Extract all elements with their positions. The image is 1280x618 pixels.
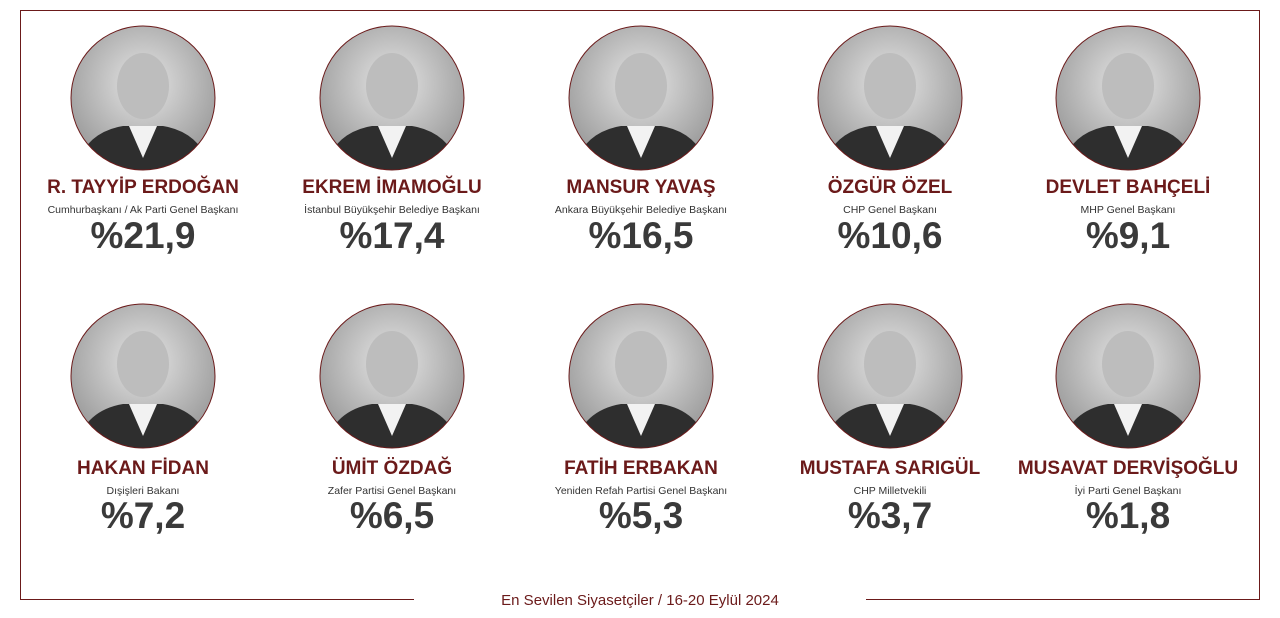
portrait-ring <box>319 303 465 449</box>
portrait <box>1055 25 1201 171</box>
person-name: EKREM İMAMOĞLU <box>302 176 481 198</box>
portrait-ring <box>319 25 465 171</box>
portrait <box>1055 303 1201 449</box>
portrait <box>70 25 216 171</box>
person-card: ÖZGÜR ÖZEL CHP Genel Başkanı%10,6 <box>817 25 963 256</box>
person-card: R. TAYYİP ERDOĞAN Cumhurbaşkanı / Ak Part… <box>47 25 239 256</box>
head <box>117 331 169 397</box>
head <box>1102 331 1154 397</box>
footer: En Sevilen Siyasetçiler / 16-20 Eylül 20… <box>501 592 779 609</box>
portrait-ring <box>70 303 216 449</box>
footer-gap <box>414 590 866 610</box>
person-card: MUSAVAT DERVİŞOĞLU İyi Parti Genel Başkan… <box>1018 303 1238 536</box>
head <box>366 331 418 397</box>
person-percent: %1,8 <box>1086 495 1170 536</box>
person-percent: %9,1 <box>1086 215 1170 256</box>
person-title: İyi Parti Genel Başkanı <box>1075 484 1182 497</box>
person-percent: %10,6 <box>838 215 943 256</box>
portrait <box>817 303 963 449</box>
person-title: Dışişleri Bakanı <box>107 485 180 497</box>
shirt <box>1114 404 1142 436</box>
shirt <box>378 404 406 436</box>
person-title: Ankara Büyükşehir Belediye Başkanı <box>555 204 727 216</box>
person-name: DEVLET BAHÇELİ <box>1046 177 1211 198</box>
portrait-ring <box>1055 25 1201 171</box>
shirt <box>627 126 655 158</box>
head <box>864 53 916 119</box>
person-name: FATİH ERBAKAN <box>564 458 718 479</box>
person-title: Yeniden Refah Partisi Genel Başkanı <box>555 485 727 497</box>
head <box>615 331 667 397</box>
person-title: CHP Genel Başkanı <box>843 204 937 216</box>
person-card: ÜMİT ÖZDAĞ Zafer Partisi Genel Başkanı%6,… <box>319 303 465 536</box>
portrait-ring <box>70 25 216 171</box>
person-percent: %6,5 <box>350 495 434 536</box>
person-title: İstanbul Büyükşehir Belediye Başkanı <box>304 203 480 216</box>
head <box>1102 53 1154 119</box>
portrait-ring <box>1055 303 1201 449</box>
shirt <box>876 126 904 158</box>
person-percent: %7,2 <box>101 495 185 536</box>
person-percent: %21,9 <box>91 215 196 256</box>
person-name: R. TAYYİP ERDOĞAN <box>47 176 239 198</box>
person-card: HAKAN FİDAN Dışişleri Bakanı%7,2 <box>70 303 216 536</box>
person-name: MUSAVAT DERVİŞOĞLU <box>1018 457 1238 479</box>
shirt <box>129 126 157 158</box>
portrait <box>817 25 963 171</box>
person-name: MANSUR YAVAŞ <box>566 177 715 198</box>
head <box>366 53 418 119</box>
person-percent: %3,7 <box>848 495 932 536</box>
person-name: HAKAN FİDAN <box>77 458 209 479</box>
person-card: FATİH ERBAKAN Yeniden Refah Partisi Genel… <box>555 303 727 536</box>
head <box>117 53 169 119</box>
shirt <box>627 404 655 436</box>
shirt <box>129 404 157 436</box>
portrait-ring <box>817 25 963 171</box>
person-name: ÖZGÜR ÖZEL <box>828 177 953 198</box>
person-title: Zafer Partisi Genel Başkanı <box>328 485 456 497</box>
person-name: MUSTAFA SARIGÜL <box>800 458 981 479</box>
person-card: MANSUR YAVAŞ Ankara Büyükşehir Belediye B… <box>555 25 727 256</box>
portrait <box>319 303 465 449</box>
shirt <box>378 126 406 158</box>
portrait <box>568 25 714 171</box>
shirt <box>1114 126 1142 158</box>
person-card: EKREM İMAMOĞLU İstanbul Büyükşehir Beledi… <box>302 25 482 256</box>
person-title: MHP Genel Başkanı <box>1081 204 1176 216</box>
person-card: DEVLET BAHÇELİ MHP Genel Başkanı%9,1 <box>1046 25 1211 256</box>
person-card: MUSTAFA SARIGÜL CHP Milletvekili%3,7 <box>800 303 981 536</box>
portrait <box>319 25 465 171</box>
portrait <box>568 303 714 449</box>
portrait-ring <box>817 303 963 449</box>
portrait <box>70 303 216 449</box>
portrait-ring <box>568 303 714 449</box>
head <box>615 53 667 119</box>
person-percent: %17,4 <box>340 215 445 256</box>
person-title: Cumhurbaşkanı / Ak Parti Genel Başkanı <box>48 204 239 216</box>
person-title: CHP Milletvekili <box>854 485 927 497</box>
person-percent: %5,3 <box>599 495 683 536</box>
people-grid: R. TAYYİP ERDOĞAN Cumhurbaşkanı / Ak Part… <box>47 25 1238 536</box>
person-percent: %16,5 <box>589 215 694 256</box>
shirt <box>876 404 904 436</box>
head <box>864 331 916 397</box>
portrait-ring <box>568 25 714 171</box>
person-name: ÜMİT ÖZDAĞ <box>332 457 452 479</box>
